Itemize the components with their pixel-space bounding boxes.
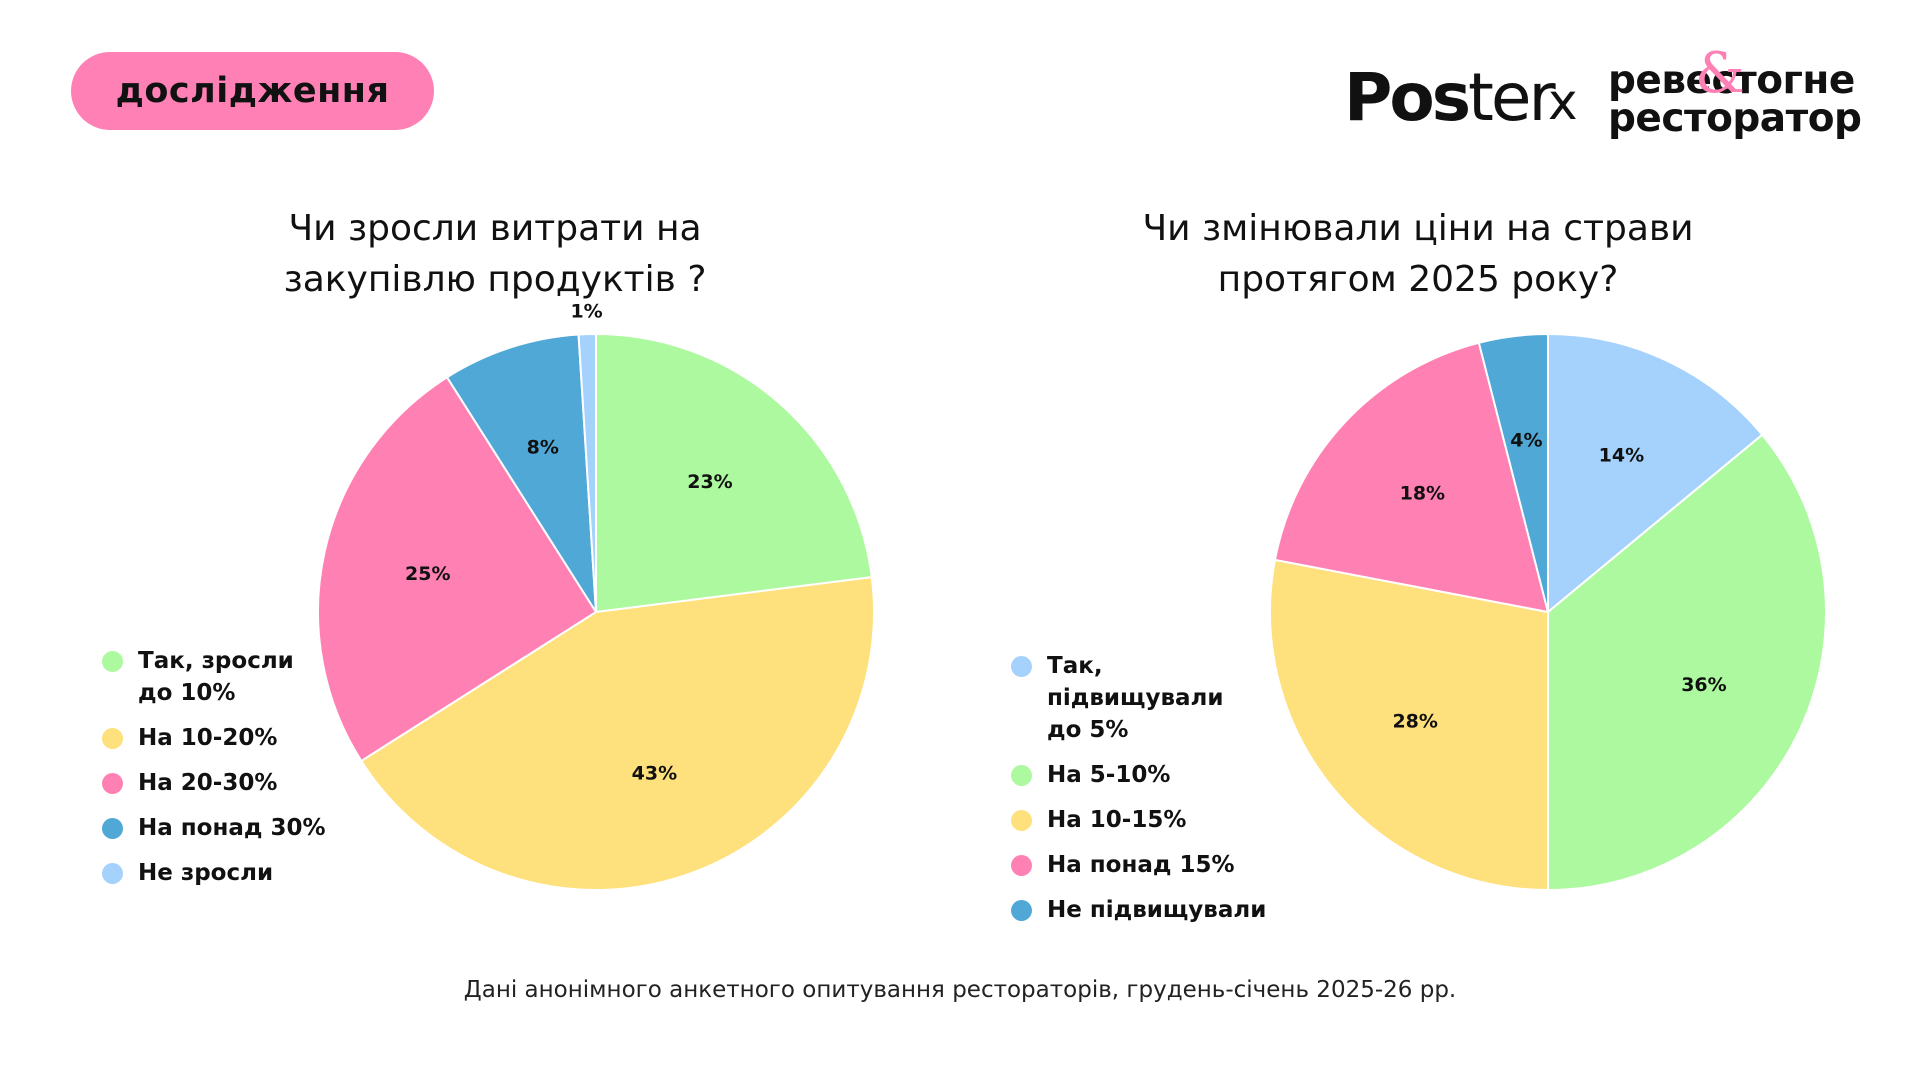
chart-2-legend-swatch (1011, 656, 1032, 677)
poster-logo: Poster (1344, 58, 1556, 138)
research-badge-label: дослідження (115, 71, 390, 111)
chart-2-title: Чи змінювали ціни на страви протягом 202… (1098, 203, 1738, 305)
chart-2-title-line1: Чи змінювали ціни на страви (1142, 208, 1694, 249)
chart-1-slice-2-label: 43% (632, 763, 677, 785)
chart-2-slice-3 (1269, 558, 1549, 892)
chart-2-slice-5-label: 4% (1510, 429, 1542, 451)
reve-stohne-logo: ревестогне ресторатор (1608, 61, 1862, 141)
chart-1-slice-5 (577, 332, 597, 613)
chart-1-legend-label: На 10-20% (138, 725, 278, 751)
research-badge: дослідження (71, 52, 434, 130)
logo-separator: x (1548, 73, 1578, 131)
chart-2-legend-label: Не підвищували (1047, 897, 1267, 923)
reve-logo-word: реве (1608, 58, 1712, 103)
chart-2-slice-5 (1477, 332, 1549, 613)
poster-logo-bold: Pos (1344, 59, 1471, 136)
chart-1-legend-swatch (102, 651, 123, 672)
stohne-logo-word: стогне (1711, 58, 1856, 103)
chart-1-slice-3-label: 25% (405, 563, 450, 585)
chart-2-legend-label: На 5-10% (1047, 762, 1171, 788)
chart-1-slice-3 (317, 375, 598, 763)
chart-1-legend-label: Не зросли (138, 860, 274, 886)
partner-logos: Poster x ревестогне ресторатор & (1336, 46, 1876, 150)
restorator-logo-word: ресторатор (1608, 96, 1862, 141)
chart-2-legend-label: На понад 15% (1047, 852, 1235, 878)
chart-1-slice-4 (445, 333, 597, 613)
chart-1-title-line1: Чи зросли витрати на (288, 208, 702, 249)
chart-2-slice-4-label: 18% (1400, 483, 1445, 505)
chart-2-slice-1-label: 14% (1599, 445, 1644, 467)
chart-2-legend-item: Не підвищували (1011, 894, 1271, 926)
survey-footnote: Дані анонімного анкетного опитування рес… (463, 977, 1457, 1003)
chart-2-slice-4 (1273, 341, 1550, 614)
chart-1-legend-label: На 20-30% (138, 770, 278, 796)
chart-2-legend-item: На 5-10% (1011, 759, 1271, 791)
chart-2-legend-swatch (1011, 810, 1032, 831)
chart-1-legend-label: На понад 30% (138, 815, 326, 841)
chart-1-title-line2: закупівлю продуктів ? (283, 259, 707, 300)
chart-2-legend-label: На 10-15% (1047, 807, 1187, 833)
chart-2-slice-2-label: 36% (1681, 674, 1726, 696)
chart-1-legend-label: Так, зросли до 10% (138, 648, 294, 706)
chart-1-slice-5-label: 1% (570, 301, 602, 323)
chart-1-legend-swatch (102, 728, 123, 749)
poster-logo-tail: ter (1468, 59, 1556, 136)
chart-2-legend-label: Так, підвищували до 5% (1047, 653, 1224, 743)
ampersand-logo-mark: & (1695, 41, 1745, 106)
chart-1-legend-swatch (102, 773, 123, 794)
chart-2-legend-swatch (1011, 765, 1032, 786)
chart-2-slice-3-label: 28% (1392, 710, 1437, 732)
chart-2-legend-item: Так, підвищували до 5% (1011, 650, 1271, 746)
chart-2-legend: Так, підвищували до 5% На 5-10% На 10-15% Н… (1011, 650, 1271, 939)
chart-1-slice-1 (595, 332, 873, 614)
chart-1-slice-4-label: 8% (527, 437, 559, 459)
chart-1-legend: Так, зросли до 10% На 10-20% На 20-30% На п… (102, 645, 362, 902)
chart-1-legend-item: На понад 30% (102, 812, 362, 844)
chart-1-legend-item: Не зросли (102, 857, 362, 889)
chart-2-slice-1 (1547, 332, 1764, 615)
chart-2-legend-item: На 10-15% (1011, 804, 1271, 836)
chart-2-legend-swatch (1011, 900, 1032, 921)
chart-1-legend-swatch (102, 863, 123, 884)
chart-1-slice-1-label: 23% (687, 471, 732, 493)
chart-2-title-line2: протягом 2025 року? (1217, 259, 1619, 300)
chart-2-slice-2 (1547, 433, 1827, 892)
chart-1-legend-item: На 10-20% (102, 722, 362, 754)
chart-1-slice-2 (359, 576, 875, 891)
chart-2-legend-swatch (1011, 855, 1032, 876)
chart-1-legend-item: Так, зросли до 10% (102, 645, 362, 709)
chart-1-legend-swatch (102, 818, 123, 839)
chart-2-legend-item: На понад 15% (1011, 849, 1271, 881)
chart-1-title: Чи зросли витрати на закупівлю продуктів… (175, 203, 815, 305)
chart-1-legend-item: На 20-30% (102, 767, 362, 799)
